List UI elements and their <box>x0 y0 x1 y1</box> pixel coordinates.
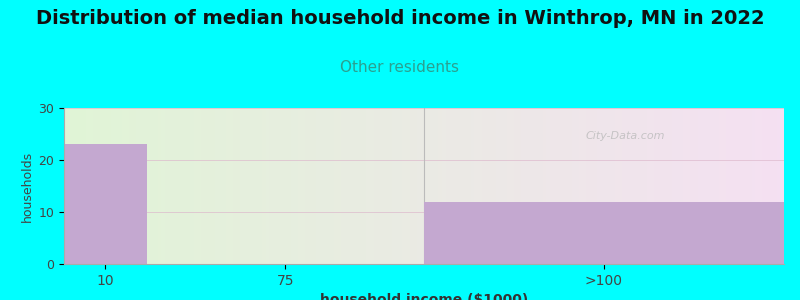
Bar <box>424 202 784 264</box>
Text: City-Data.com: City-Data.com <box>586 131 666 141</box>
Text: Distribution of median household income in Winthrop, MN in 2022: Distribution of median household income … <box>36 9 764 28</box>
Text: Other residents: Other residents <box>341 60 459 75</box>
Bar <box>64 144 147 264</box>
X-axis label: household income ($1000): household income ($1000) <box>320 293 528 300</box>
Y-axis label: households: households <box>22 150 34 222</box>
